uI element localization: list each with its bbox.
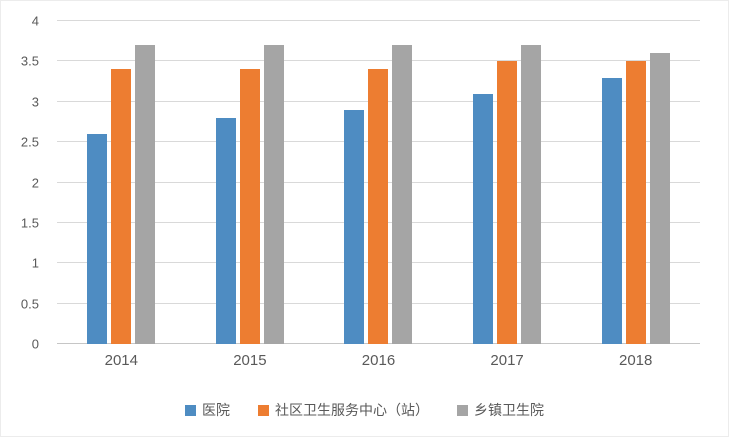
bar-series-1 bbox=[368, 69, 389, 344]
bar-group bbox=[314, 21, 443, 344]
bar-series-2 bbox=[649, 53, 670, 344]
x-tick-label: 2017 bbox=[490, 352, 524, 369]
gridline bbox=[57, 20, 700, 21]
bar-series-1 bbox=[111, 69, 132, 344]
y-tick-label: 2 bbox=[31, 175, 39, 190]
legend-item-0: 医院 bbox=[185, 400, 230, 420]
legend-label: 医院 bbox=[202, 402, 230, 418]
y-tick-label: 4 bbox=[31, 13, 39, 29]
legend: 医院 社区卫生服务中心（站） 乡镇卫生院 bbox=[1, 400, 728, 420]
x-axis-labels: 2014 2015 2016 2017 2018 bbox=[57, 352, 700, 374]
y-tick-label: 1 bbox=[31, 255, 39, 271]
x-tick-label: 2014 bbox=[104, 352, 138, 369]
bar-series-2 bbox=[392, 45, 413, 344]
legend-label: 社区卫生服务中心（站） bbox=[275, 402, 429, 418]
bar-series-2 bbox=[521, 45, 542, 344]
bar-series-0 bbox=[601, 77, 622, 344]
legend-label: 乡镇卫生院 bbox=[474, 402, 544, 418]
y-tick-label: 1.5 bbox=[20, 215, 39, 231]
legend-swatch bbox=[185, 404, 196, 416]
bar-group bbox=[443, 21, 572, 344]
x-tick-label: 2016 bbox=[361, 352, 396, 369]
bar-series-0 bbox=[215, 117, 236, 344]
gridline bbox=[57, 60, 700, 62]
bar-group bbox=[57, 21, 186, 344]
plot-area bbox=[57, 20, 700, 344]
y-tick-label: 2.5 bbox=[20, 134, 39, 150]
legend-swatch bbox=[258, 404, 269, 416]
bar-series-0 bbox=[87, 134, 108, 344]
legend-item-1: 社区卫生服务中心（站） bbox=[258, 400, 429, 420]
x-tick-label: 2015 bbox=[233, 352, 267, 369]
bar-groups bbox=[57, 21, 700, 344]
y-tick-label: 3 bbox=[31, 94, 39, 110]
bar-series-1 bbox=[625, 61, 646, 344]
bar-series-2 bbox=[135, 45, 156, 344]
bar-series-1 bbox=[497, 61, 518, 344]
y-tick-label: 0.5 bbox=[20, 296, 39, 312]
bar-series-2 bbox=[263, 45, 284, 344]
bar-group bbox=[571, 21, 700, 344]
x-tick-label: 2018 bbox=[618, 352, 653, 369]
y-axis-labels: 0 0.5 1 1.5 2 2.5 3 3.5 4 bbox=[1, 15, 47, 351]
bar-series-0 bbox=[473, 93, 494, 344]
bar-series-1 bbox=[239, 69, 260, 344]
legend-swatch bbox=[457, 404, 468, 416]
legend-item-2: 乡镇卫生院 bbox=[457, 400, 544, 420]
bar-series-0 bbox=[344, 109, 365, 344]
bar-group bbox=[186, 21, 315, 344]
y-tick-label: 3.5 bbox=[20, 53, 39, 69]
y-tick-label: 0 bbox=[31, 336, 39, 352]
